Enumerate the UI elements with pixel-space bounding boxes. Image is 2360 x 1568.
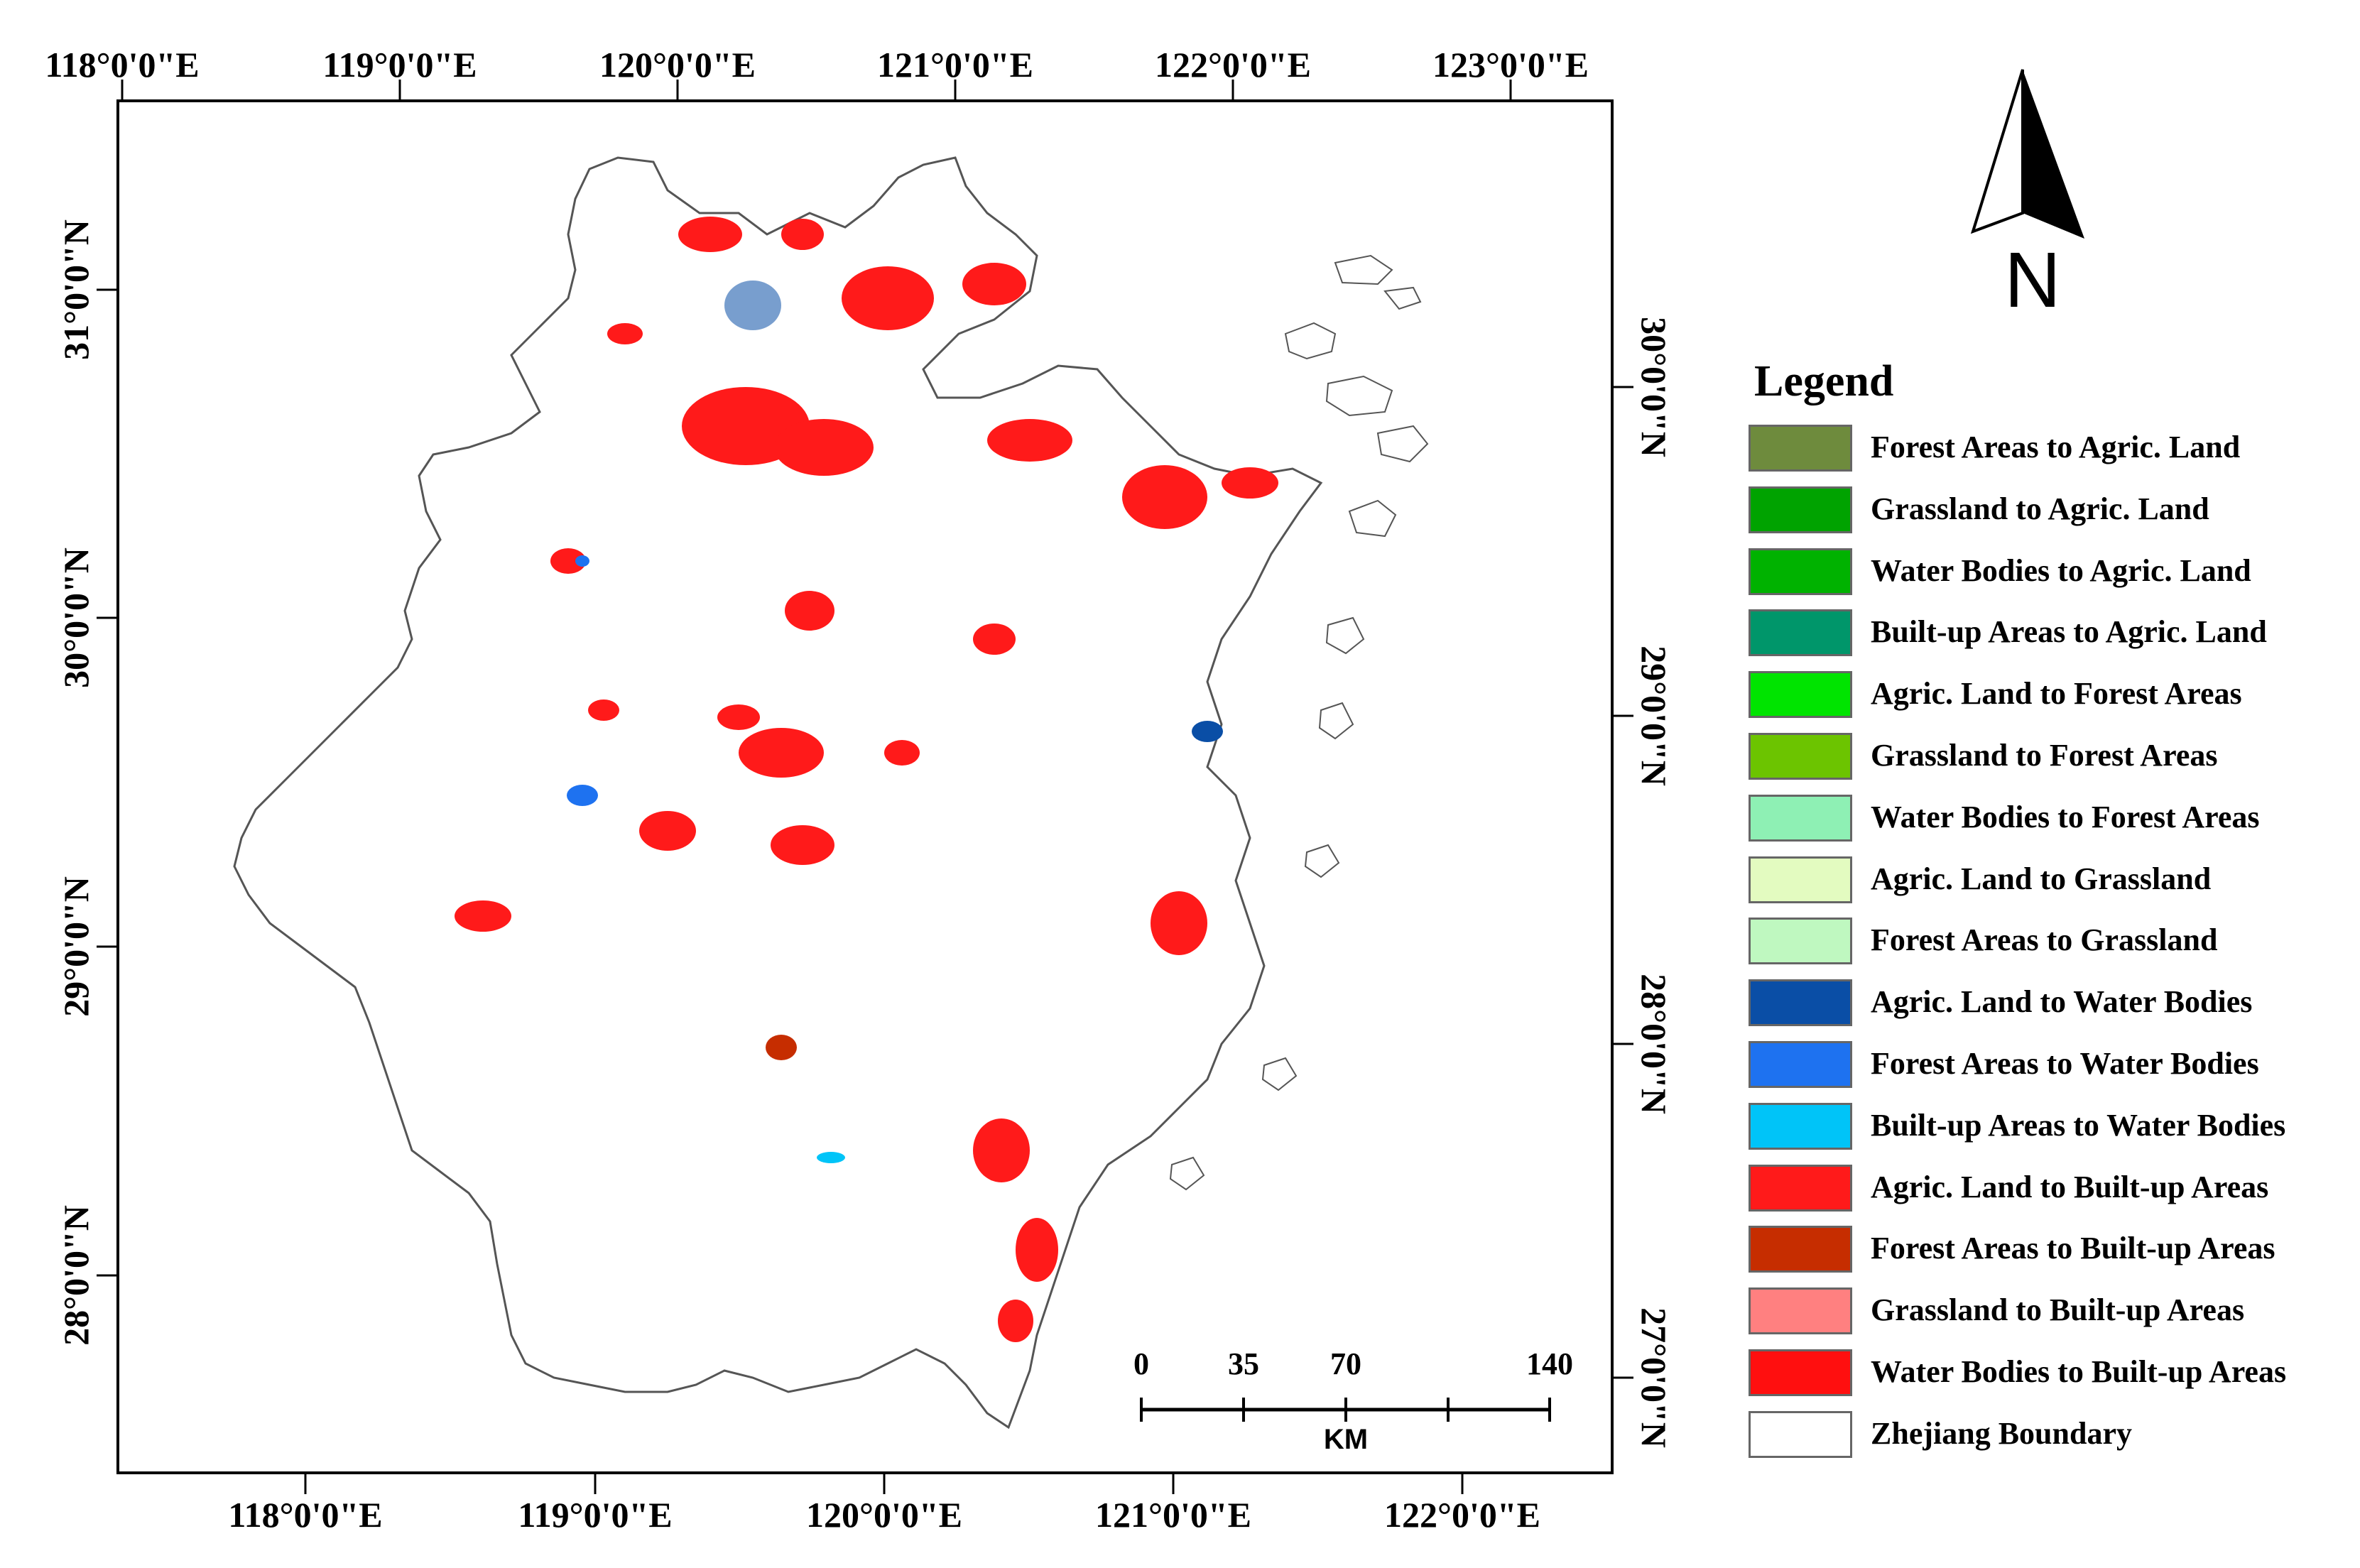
- legend-item: Forest Areas to Water Bodies: [1749, 1041, 2359, 1091]
- legend-swatch: [1749, 1349, 1852, 1396]
- bottom-tick-marks: [304, 1473, 1464, 1494]
- legend-item: Agric. Land to Water Bodies: [1749, 979, 2359, 1029]
- legend-label: Grassland to Agric. Land: [1871, 491, 2209, 526]
- legend-label: Forest Areas to Water Bodies: [1871, 1046, 2259, 1081]
- right-tick-marks: [1612, 386, 1633, 1379]
- legend-title: Legend: [1754, 357, 1894, 405]
- legend-swatch: [1749, 1226, 1852, 1273]
- legend-item: Grassland to Forest Areas: [1749, 733, 2359, 783]
- scale-tick-label: 0: [1133, 1346, 1149, 1381]
- top-lon-label: 118°0'0"E: [45, 45, 199, 85]
- legend-label: Built-up Areas to Water Bodies: [1871, 1107, 2286, 1143]
- legend-swatch: [1749, 609, 1852, 657]
- north-arrow-label: N: [2004, 236, 2060, 324]
- top-lon-label: 123°0'0"E: [1432, 45, 1589, 85]
- zhejiang-boundary: [233, 156, 1323, 1430]
- legend-swatch: [1749, 1287, 1852, 1335]
- legend-label: Water Bodies to Agric. Land: [1871, 552, 2251, 588]
- legend-swatch: [1749, 856, 1852, 903]
- bottom-lon-label: 121°0'0"E: [1095, 1495, 1251, 1535]
- bottom-lon-label: 119°0'0"E: [518, 1495, 672, 1535]
- legend-item: Built-up Areas to Water Bodies: [1749, 1102, 2359, 1153]
- north-arrow-left-half: [1970, 69, 2024, 234]
- legend-swatch: [1749, 1041, 1852, 1088]
- legend-swatch: [1749, 979, 1852, 1027]
- scale-tick-label: 35: [1228, 1346, 1259, 1381]
- legend-swatch: [1749, 486, 1852, 533]
- legend-label: Forest Areas to Built-up Areas: [1871, 1231, 2275, 1266]
- right-lat-label: 29°0'0"N: [1634, 646, 1674, 786]
- legend-label: Forest Areas to Grassland: [1871, 922, 2218, 958]
- left-lat-label: 31°0'0"N: [56, 219, 96, 360]
- legend-label: Agric. Land to Built-up Areas: [1871, 1169, 2269, 1204]
- north-arrow-right-half: [2023, 70, 2084, 239]
- legend-swatch: [1749, 1102, 1852, 1150]
- legend-label: Water Bodies to Built-up Areas: [1871, 1354, 2287, 1389]
- legend-label: Water Bodies to Forest Areas: [1871, 799, 2260, 834]
- legend-label: Zhejiang Boundary: [1871, 1415, 2132, 1451]
- legend-item: Forest Areas to Grassland: [1749, 918, 2359, 967]
- legend-swatch: [1749, 733, 1852, 780]
- bottom-lon-label: 120°0'0"E: [806, 1495, 962, 1535]
- legend-swatch: [1749, 671, 1852, 719]
- legend-swatch: [1749, 1164, 1852, 1212]
- legend-item: Water Bodies to Agric. Land: [1749, 548, 2359, 598]
- top-lon-label: 119°0'0"E: [322, 45, 477, 85]
- coastal-islands: [1169, 254, 1429, 1191]
- legend-item: Forest Areas to Built-up Areas: [1749, 1226, 2359, 1275]
- legend-label: Built-up Areas to Agric. Land: [1871, 614, 2267, 650]
- legend-item: Agric. Land to Built-up Areas: [1749, 1164, 2359, 1214]
- legend-swatch: [1749, 548, 1852, 595]
- top-lon-label: 120°0'0"E: [599, 45, 756, 85]
- top-lon-label: 121°0'0"E: [877, 45, 1033, 85]
- scale-tick-label: 70: [1330, 1346, 1361, 1381]
- scale-bar: 0 35 70 140 KM: [1133, 1346, 1573, 1455]
- legend-item: Forest Areas to Agric. Land: [1749, 425, 2359, 474]
- legend-label: Agric. Land to Grassland: [1871, 861, 2212, 896]
- built-up-change-patches: [455, 217, 1278, 1342]
- legend-label: Agric. Land to Water Bodies: [1871, 984, 2253, 1020]
- legend-label: Forest Areas to Agric. Land: [1871, 430, 2241, 464]
- left-tick-marks: [97, 288, 118, 1277]
- water-change-patches: [567, 281, 1223, 1163]
- legend-item: Agric. Land to Forest Areas: [1749, 671, 2359, 721]
- left-lat-label: 30°0'0"N: [56, 548, 96, 688]
- legend-item: Grassland to Built-up Areas: [1749, 1287, 2359, 1337]
- legend-item: Water Bodies to Built-up Areas: [1749, 1349, 2359, 1399]
- legend-label: Grassland to Forest Areas: [1871, 738, 2218, 773]
- left-lat-label: 28°0'0"N: [56, 1205, 96, 1346]
- left-lat-label: 29°0'0"N: [56, 876, 96, 1017]
- legend-item: Grassland to Agric. Land: [1749, 486, 2359, 536]
- north-arrow: N: [1970, 69, 2084, 324]
- legend-item: Built-up Areas to Agric. Land: [1749, 609, 2359, 659]
- scale-unit-label: KM: [1324, 1424, 1368, 1455]
- top-lon-label: 122°0'0"E: [1155, 45, 1311, 85]
- legend-item: Zhejiang Boundary: [1749, 1410, 2359, 1461]
- legend-item: Agric. Land to Grassland: [1749, 856, 2359, 906]
- scale-tick-label: 140: [1526, 1346, 1573, 1381]
- legend-swatch: [1749, 1410, 1852, 1458]
- legend-swatch: [1749, 425, 1852, 472]
- right-lat-label: 27°0'0"N: [1634, 1307, 1674, 1448]
- legend-item: Water Bodies to Forest Areas: [1749, 794, 2359, 844]
- top-tick-marks: [121, 80, 1512, 101]
- legend-swatch: [1749, 794, 1852, 842]
- bottom-lon-label: 122°0'0"E: [1384, 1495, 1540, 1535]
- legend-label: Agric. Land to Forest Areas: [1871, 676, 2242, 712]
- right-lat-label: 28°0'0"N: [1634, 974, 1674, 1114]
- legend-swatch: [1749, 918, 1852, 965]
- forest-to-builtup-patch: [766, 1035, 797, 1060]
- legend-label: Grassland to Built-up Areas: [1871, 1292, 2245, 1328]
- right-lat-label: 30°0'0"N: [1634, 317, 1674, 457]
- bottom-lon-label: 118°0'0"E: [228, 1495, 382, 1535]
